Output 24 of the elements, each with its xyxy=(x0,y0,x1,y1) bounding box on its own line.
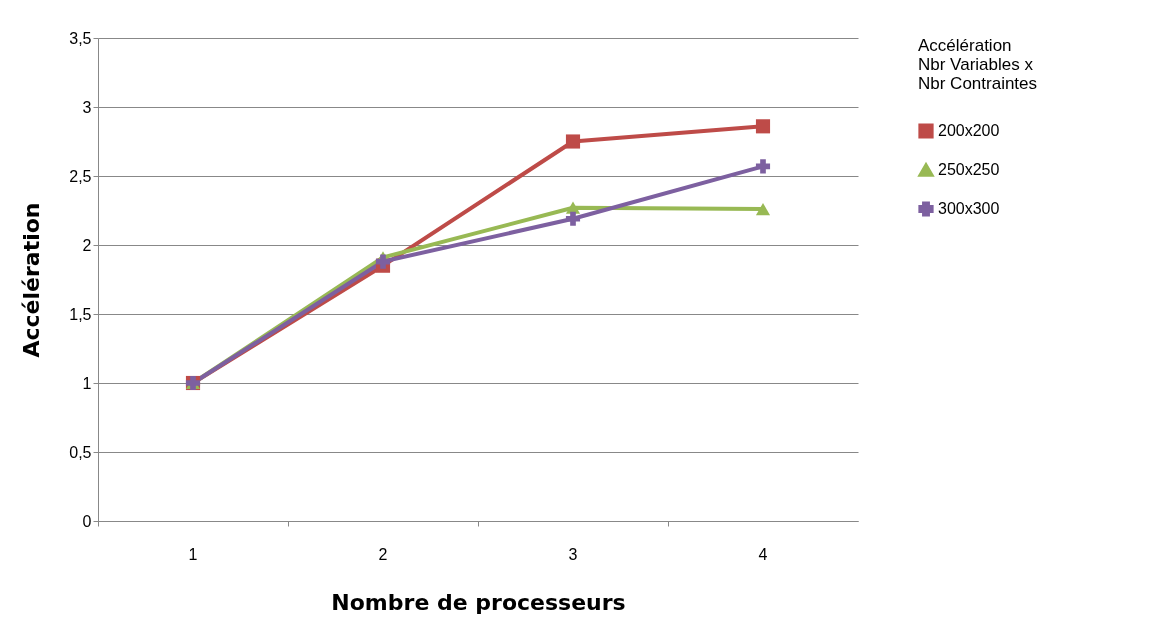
y-tick-label: 1,5 xyxy=(69,305,92,323)
point xyxy=(755,203,771,216)
y-axis-title: Accélération xyxy=(19,202,45,358)
y-tick-label: 3,5 xyxy=(69,29,92,47)
legend-label: 300x300 xyxy=(938,200,1000,217)
x-tick-label: 4 xyxy=(758,545,768,563)
y-tick-label: 2 xyxy=(82,236,92,254)
point xyxy=(755,159,771,174)
point xyxy=(375,254,391,269)
x-tick-label: 2 xyxy=(378,545,388,563)
y-tick-label: 0 xyxy=(82,512,92,530)
legend-title: Accélération Nbr Variables x Nbr Contraintes xyxy=(918,36,1038,93)
point xyxy=(565,211,581,226)
legend-label: 200x200 xyxy=(938,122,1000,139)
x-tick-label: 1 xyxy=(188,545,198,563)
y-tick-label: 0,5 xyxy=(69,443,92,461)
y-tick-label: 2,5 xyxy=(69,167,92,185)
point xyxy=(755,119,771,134)
x-axis-title: Nombre de processeurs xyxy=(331,589,626,615)
x-tick-label: 3 xyxy=(568,545,578,563)
y-tick-label: 1 xyxy=(82,374,92,392)
legend-label: 250x250 xyxy=(938,161,1000,178)
point xyxy=(565,134,581,149)
y-tick-label: 3 xyxy=(82,98,92,116)
